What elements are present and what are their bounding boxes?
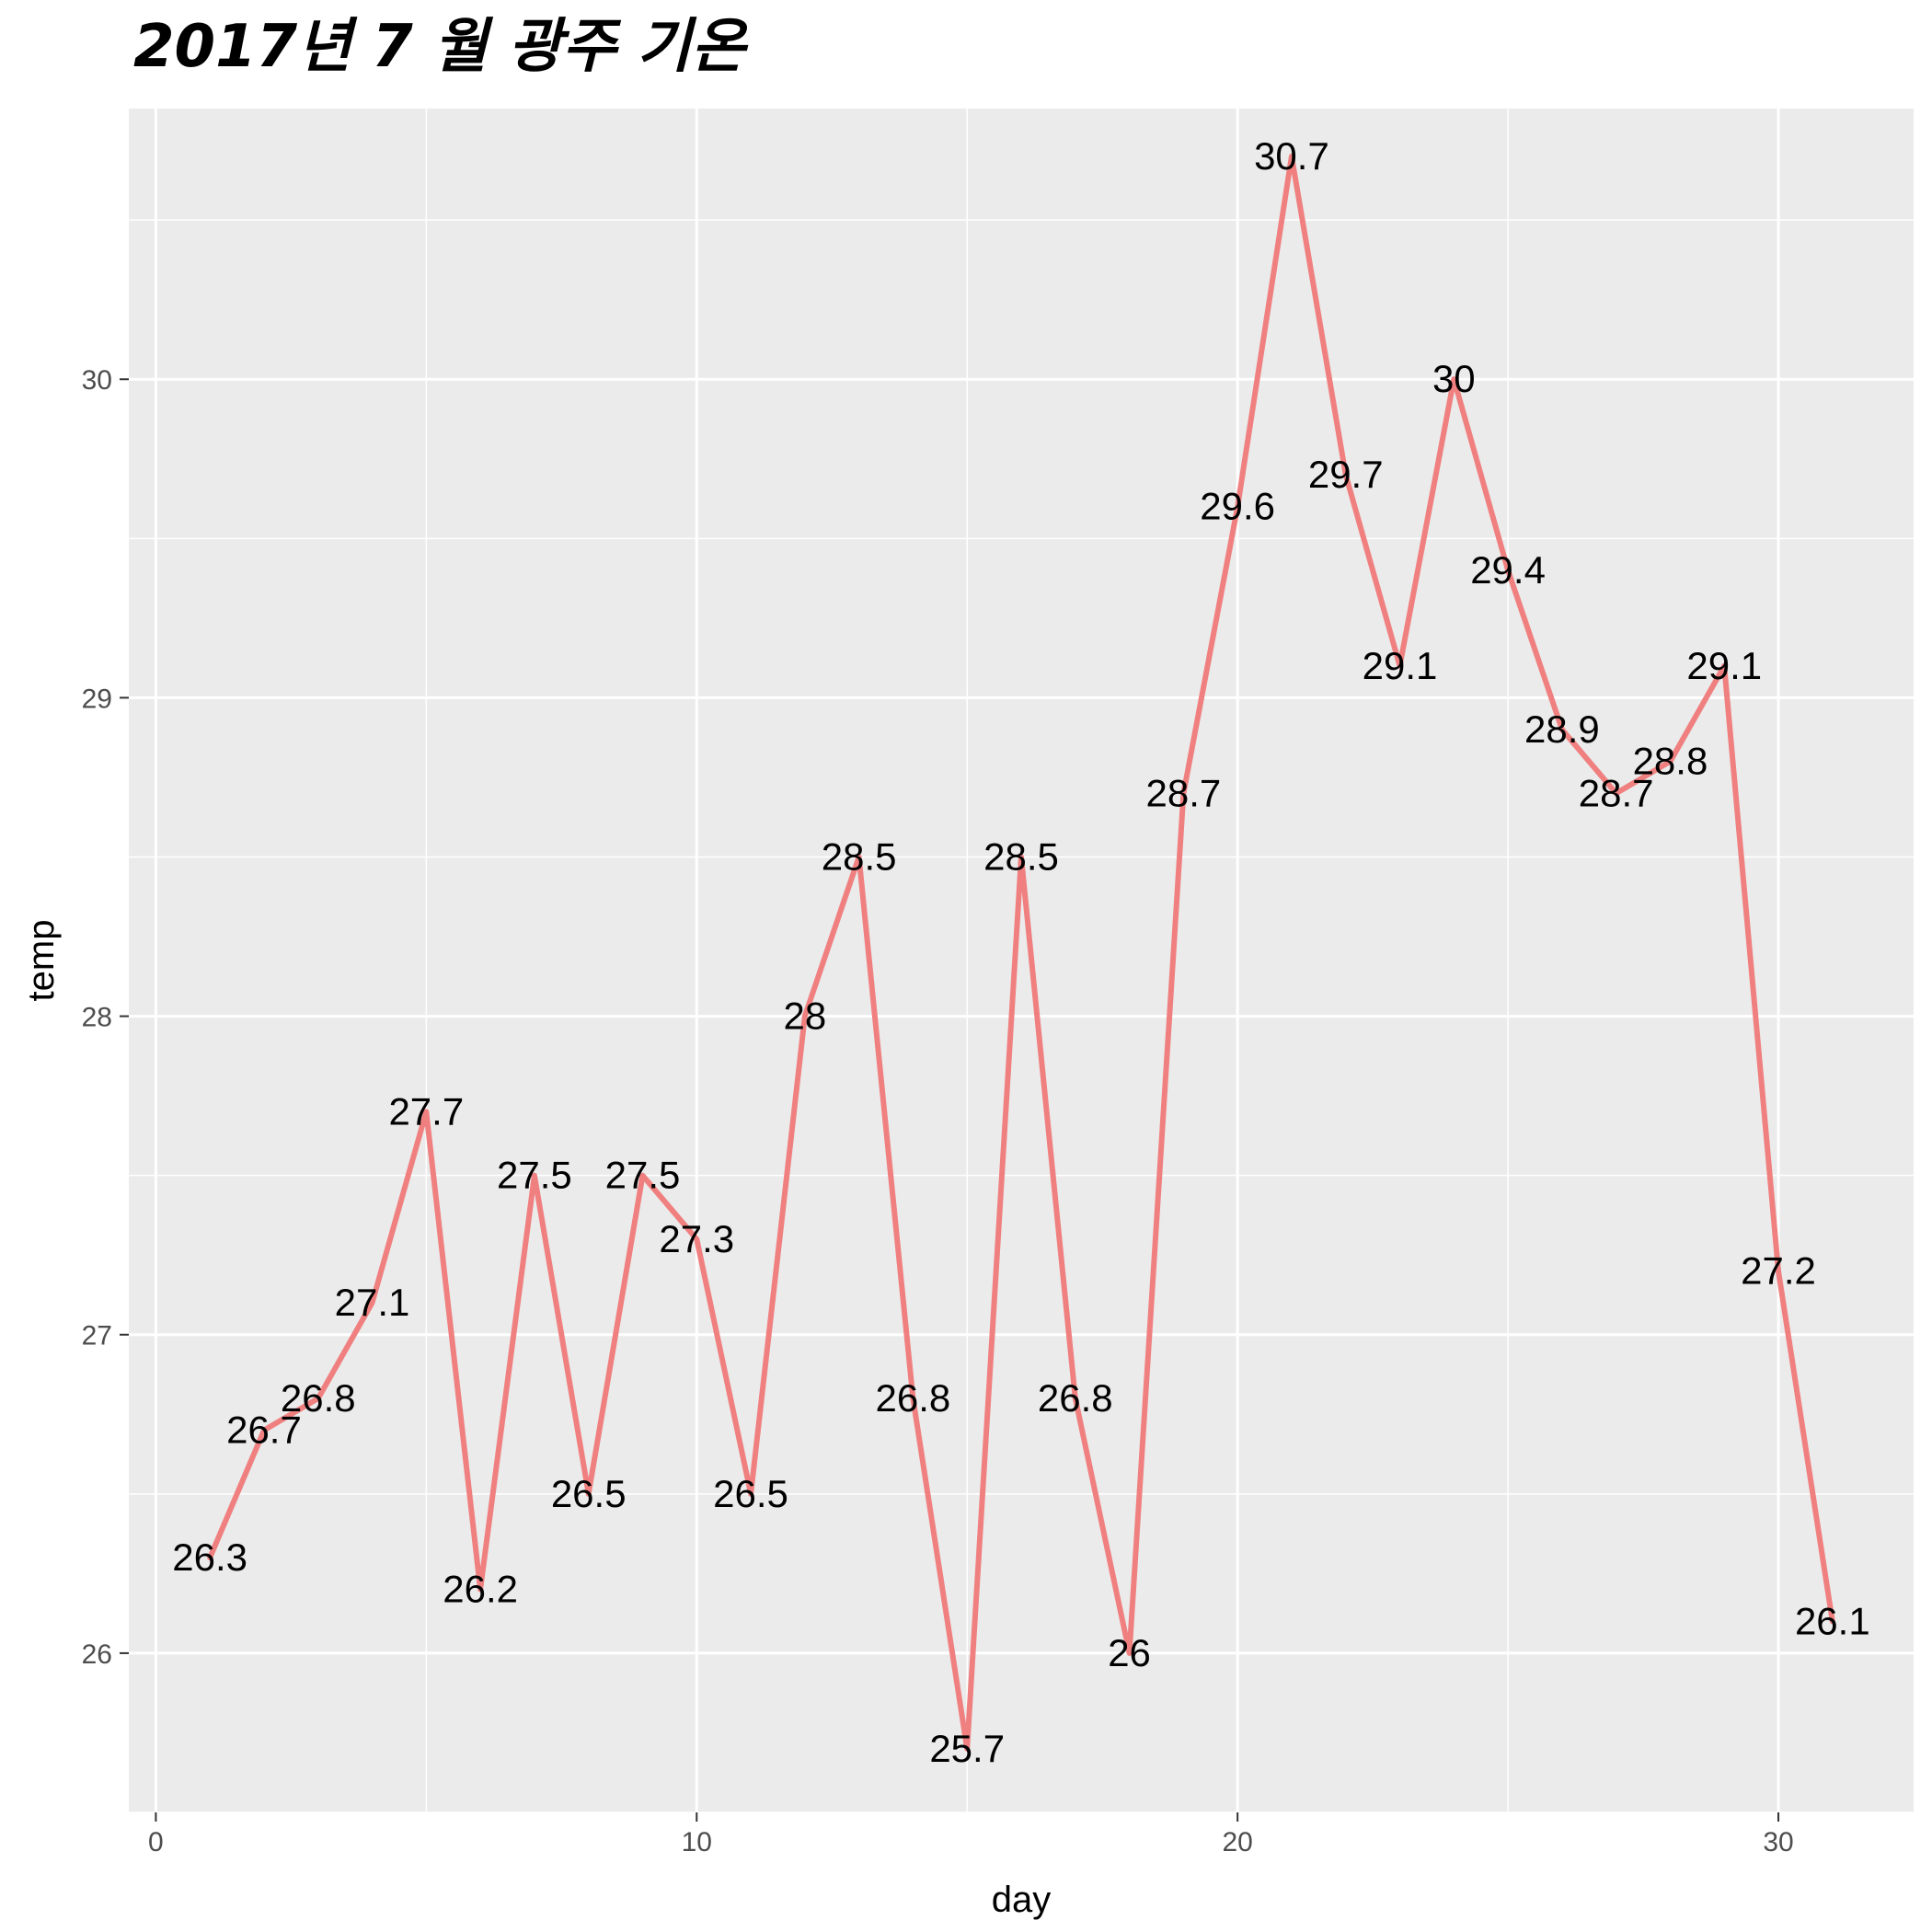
y-tick-label: 30 <box>82 365 112 396</box>
y-axis-title: temp <box>21 920 62 1002</box>
data-label: 25.7 <box>929 1727 1005 1770</box>
data-label: 28.5 <box>983 834 1059 878</box>
data-label: 29.1 <box>1363 644 1438 687</box>
data-label: 30.7 <box>1254 134 1329 178</box>
data-label: 26.5 <box>713 1472 788 1515</box>
data-label: 29.4 <box>1470 548 1546 592</box>
data-label: 27.7 <box>388 1089 464 1133</box>
plot-panel <box>129 109 1914 1812</box>
data-label: 26.8 <box>876 1376 951 1420</box>
data-label: 28.5 <box>822 834 897 878</box>
data-label: 26.8 <box>1038 1376 1113 1420</box>
data-label: 29.6 <box>1200 485 1275 528</box>
data-label: 30 <box>1432 357 1476 400</box>
data-label: 26.2 <box>443 1568 518 1611</box>
data-label: 27.5 <box>497 1154 572 1197</box>
x-tick-label: 0 <box>148 1827 164 1857</box>
data-label: 27.3 <box>659 1217 734 1260</box>
chart-title: 2017년 7 월 광주 기온 <box>133 13 749 81</box>
data-label: 26.3 <box>172 1535 247 1579</box>
x-axis-title: day <box>992 1880 1052 1920</box>
data-label: 26.1 <box>1795 1599 1870 1642</box>
major-gridlines <box>129 109 1914 1812</box>
y-tick-label: 28 <box>82 1003 112 1033</box>
data-label: 26.5 <box>551 1472 627 1515</box>
y-tick-label: 26 <box>82 1639 112 1670</box>
y-tick-label: 29 <box>82 684 112 714</box>
data-label: 28.8 <box>1633 740 1708 783</box>
data-label: 26.8 <box>281 1376 356 1420</box>
data-label: 26 <box>1108 1631 1151 1674</box>
data-label: 26.7 <box>226 1409 302 1452</box>
temperature-line <box>207 153 1835 1752</box>
data-label: 27.1 <box>335 1281 410 1324</box>
minor-gridlines <box>129 109 1914 1813</box>
data-label: 27.2 <box>1741 1249 1816 1293</box>
x-axis-ticks: 0 10 20 30 <box>148 1812 1794 1857</box>
data-label: 29.1 <box>1686 644 1762 687</box>
data-label: 28.7 <box>1579 771 1654 814</box>
data-label: 29.7 <box>1308 453 1384 496</box>
data-label: 27.5 <box>605 1154 681 1197</box>
x-tick-label: 20 <box>1222 1827 1252 1857</box>
y-axis-ticks: 26 27 28 29 30 <box>82 365 129 1670</box>
x-tick-label: 30 <box>1763 1827 1793 1857</box>
y-tick-label: 27 <box>82 1321 112 1351</box>
data-label: 28.9 <box>1524 707 1600 751</box>
x-tick-label: 10 <box>682 1827 712 1857</box>
data-label: 28.7 <box>1145 771 1221 814</box>
data-label: 28 <box>783 995 826 1038</box>
data-labels: 26.326.726.827.127.726.227.526.527.527.3… <box>172 134 1869 1770</box>
